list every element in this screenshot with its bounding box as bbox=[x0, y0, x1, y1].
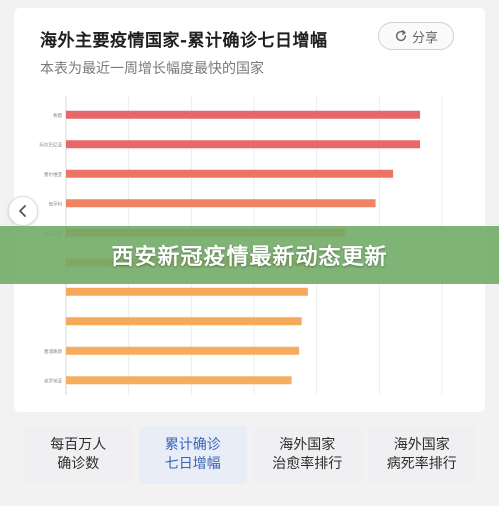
chart-card bbox=[14, 8, 485, 412]
bar bbox=[66, 110, 421, 119]
share-label: 分享 bbox=[411, 30, 438, 46]
tab-cases-per-million[interactable]: 每百万人 确诊数 bbox=[24, 426, 133, 484]
tab-label-line2: 治愈率排行 bbox=[272, 456, 343, 472]
tab-label-line2: 七日增幅 bbox=[164, 456, 221, 472]
bar bbox=[66, 169, 394, 178]
bar bbox=[66, 287, 308, 296]
chevron-left-icon bbox=[19, 205, 26, 217]
y-tick-label: 塞尔维亚 bbox=[44, 171, 62, 178]
share-button[interactable]: 分享 bbox=[378, 22, 454, 50]
page-title: 海外主要疫情国家-累计确诊七日增幅 bbox=[40, 31, 328, 51]
tab-label-line1: 海外国家 bbox=[279, 437, 336, 453]
bar bbox=[66, 140, 421, 149]
y-tick-label: 克罗地亚 bbox=[44, 377, 62, 384]
tab-label-line1: 海外国家 bbox=[393, 437, 450, 453]
tab-label-line1: 每百万人 bbox=[50, 437, 107, 453]
bar bbox=[66, 317, 302, 326]
page-subtitle: 本表为最近一周增长幅度最快的国家 bbox=[40, 61, 264, 77]
y-tick-label: 匈牙利 bbox=[49, 200, 63, 207]
tab-recovery-rate[interactable]: 海外国家 治愈率排行 bbox=[253, 426, 362, 484]
tab-label-line1: 累计确诊 bbox=[164, 437, 221, 453]
tab-label-line2: 确诊数 bbox=[57, 456, 100, 472]
share-icon bbox=[395, 30, 407, 42]
bar bbox=[66, 346, 300, 355]
tab-label-line2: 病死率排行 bbox=[386, 456, 457, 472]
tab-fatality-rate[interactable]: 海外国家 病死率排行 bbox=[367, 426, 476, 484]
y-tick-label: 塞浦路斯 bbox=[44, 348, 62, 355]
previous-button[interactable] bbox=[8, 196, 38, 226]
bar bbox=[66, 199, 376, 208]
bar bbox=[66, 376, 292, 385]
tab-bar: 每百万人 确诊数 累计确诊 七日增幅 海外国家 治愈率排行 海外国家 病死率排行 bbox=[24, 426, 476, 484]
y-tick-label: 阿尔巴尼亚 bbox=[40, 141, 63, 148]
y-tick-label: 希腊 bbox=[53, 112, 62, 119]
tab-seven-day-growth[interactable]: 累计确诊 七日增幅 bbox=[138, 426, 247, 484]
banner-text: 西安新冠疫情最新动态更新 bbox=[111, 245, 388, 270]
news-banner: 西安新冠疫情最新动态更新 bbox=[0, 226, 499, 284]
